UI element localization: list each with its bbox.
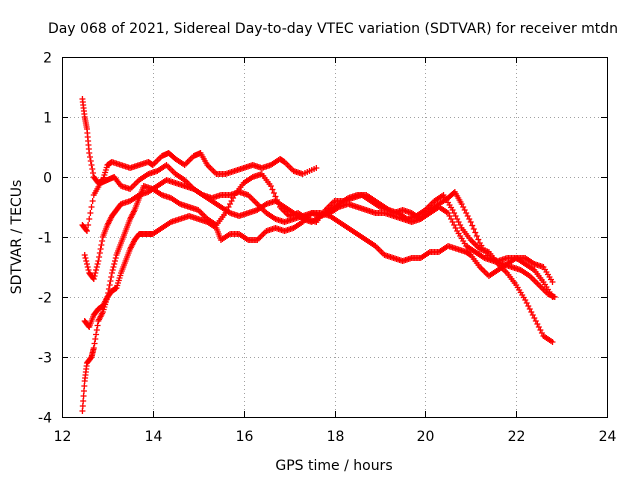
y-tick-label: -1	[38, 231, 52, 247]
data-point	[99, 238, 106, 244]
y-tick-label: 2	[43, 51, 52, 67]
y-axis-label: SDTVAR / TECUs	[9, 180, 25, 295]
data-point	[85, 267, 92, 273]
data-point	[92, 270, 99, 276]
data-point	[549, 279, 556, 285]
data-point	[469, 222, 476, 229]
data-point	[272, 193, 279, 200]
data-point	[81, 252, 88, 258]
data-point	[110, 264, 117, 270]
x-tick-label: 20	[417, 429, 435, 445]
data-point	[83, 228, 90, 234]
data-point	[86, 216, 93, 222]
data-point	[109, 267, 116, 273]
y-tick-label: -3	[38, 351, 52, 367]
data-point	[467, 219, 474, 225]
y-tick-label: -4	[38, 411, 52, 427]
series-track-c	[81, 210, 556, 330]
data-point	[111, 261, 118, 267]
data-point	[95, 258, 102, 264]
data-point	[472, 229, 479, 236]
data-point	[111, 258, 118, 264]
data-point	[87, 154, 94, 160]
y-tick-label: -2	[38, 291, 52, 307]
data-point	[104, 294, 111, 300]
data-point	[93, 327, 100, 333]
data-point	[90, 276, 97, 282]
plot-frame	[62, 57, 608, 418]
data-point	[108, 270, 115, 276]
data-point	[112, 255, 119, 261]
data-point	[90, 345, 97, 351]
data-point	[269, 186, 276, 193]
y-tick-label: 0	[43, 171, 52, 187]
data-point	[93, 267, 100, 273]
data-point	[93, 264, 100, 270]
data-point	[89, 166, 96, 172]
data-point	[313, 165, 320, 171]
data-point	[106, 282, 113, 288]
data-point	[91, 273, 98, 279]
data-point	[96, 254, 103, 260]
data-point	[107, 278, 114, 284]
data-point	[270, 190, 277, 196]
data-point	[551, 294, 558, 300]
x-tick-label: 12	[54, 429, 72, 445]
data-point	[94, 322, 101, 329]
data-point	[89, 198, 96, 204]
x-tick-label: 18	[327, 429, 345, 445]
data-point	[267, 183, 274, 189]
data-point	[90, 170, 97, 176]
data-point	[83, 261, 90, 267]
data-point	[105, 290, 112, 296]
data-point	[83, 227, 90, 233]
data-point	[84, 264, 91, 270]
data-point	[94, 261, 101, 267]
data-point	[105, 286, 112, 292]
data-point	[87, 158, 94, 164]
data-point	[97, 246, 104, 252]
series-track-a	[79, 96, 320, 186]
x-tick-label: 16	[236, 429, 254, 445]
data-marks	[79, 96, 558, 414]
series-track-e	[81, 177, 558, 300]
data-point	[85, 222, 92, 228]
data-point	[86, 150, 93, 156]
data-point	[273, 197, 280, 203]
data-point	[108, 274, 115, 280]
data-point	[88, 162, 95, 168]
data-point	[470, 226, 477, 232]
data-point	[275, 200, 282, 207]
series-track-d	[79, 171, 556, 414]
data-point	[98, 242, 105, 248]
x-tick-label: 22	[508, 429, 526, 445]
x-axis-label: GPS time / hours	[275, 458, 392, 474]
data-point	[96, 250, 103, 256]
chart-title: Day 068 of 2021, Sidereal Day-to-day VTE…	[48, 21, 618, 37]
data-point	[91, 340, 98, 347]
x-tick-label: 24	[599, 429, 617, 445]
grid-lines	[62, 57, 607, 417]
x-tick-label: 14	[145, 429, 163, 445]
data-point	[549, 339, 556, 345]
data-point	[473, 233, 480, 239]
data-point	[475, 236, 482, 243]
y-tick-label: 1	[43, 111, 52, 127]
data-point	[93, 331, 100, 338]
data-point	[88, 204, 95, 210]
data-point	[82, 255, 89, 261]
data-point	[83, 258, 90, 264]
data-point	[92, 336, 99, 342]
data-point	[87, 210, 94, 216]
